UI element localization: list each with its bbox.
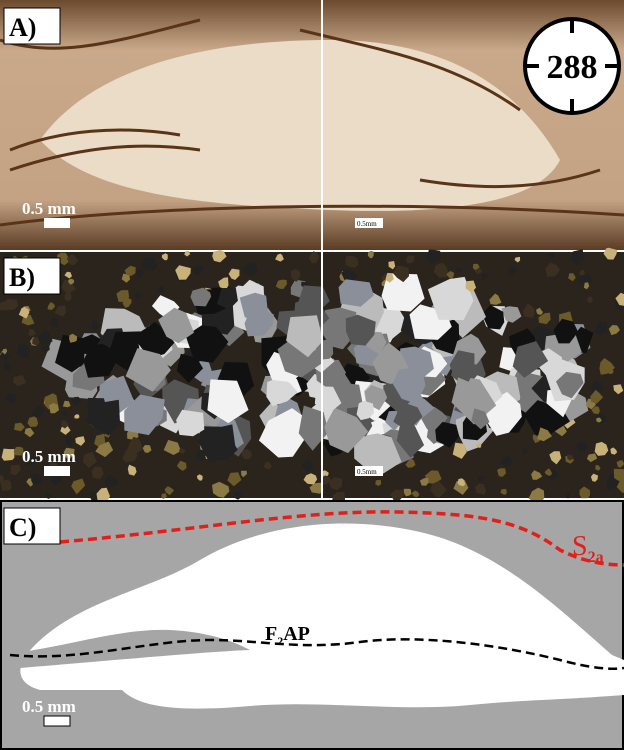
panel-c: S2a F2AP C) 0.5 mm bbox=[1, 501, 624, 749]
panel-label: B) bbox=[9, 263, 35, 292]
scale-bar bbox=[44, 218, 70, 228]
scale-bar-label: 0.5 mm bbox=[22, 199, 76, 218]
suffix: AP bbox=[283, 623, 310, 645]
panel-label: A) bbox=[9, 13, 36, 42]
panel-label: C) bbox=[9, 513, 36, 542]
mineral-grain bbox=[0, 480, 11, 491]
axial-plane-label: F2AP bbox=[265, 623, 310, 648]
symbol: F bbox=[265, 623, 277, 645]
scale-bar-label: 0.5 mm bbox=[22, 697, 76, 716]
panel-a: A) 0.5 mm 0.5mm 288 bbox=[0, 0, 624, 250]
scale-bar bbox=[44, 466, 70, 476]
scale-bar-label: 0.5 mm bbox=[22, 447, 76, 466]
sample-compass: 288 bbox=[525, 19, 619, 113]
subscript: 2a bbox=[588, 549, 604, 566]
scale-bar bbox=[44, 716, 70, 726]
inset-scale-label: 0.5mm bbox=[357, 468, 377, 476]
sample-number: 288 bbox=[547, 49, 598, 86]
figure: A) 0.5 mm 0.5mm 288 B) 0.5 mm 0.5mm S2a … bbox=[0, 0, 624, 750]
inset-scale-label: 0.5mm bbox=[357, 220, 377, 228]
panel-b bbox=[0, 248, 624, 506]
mineral-grain bbox=[2, 449, 15, 461]
symbol: S bbox=[572, 531, 588, 562]
